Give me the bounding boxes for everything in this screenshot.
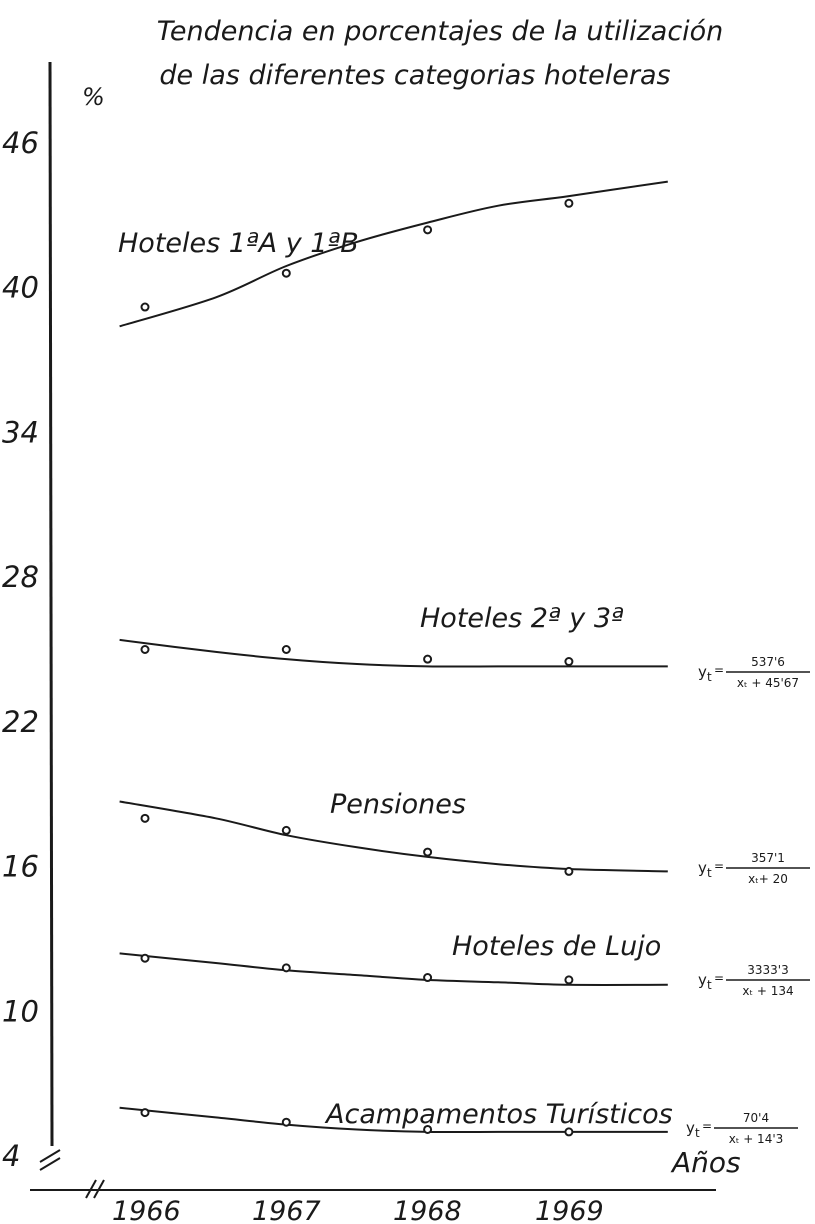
y-unit-label: % [82, 83, 105, 111]
equation-equals: = [714, 971, 724, 985]
chart-title-line-2: de las diferentes categorias hoteleras [159, 60, 670, 91]
series-label: Pensiones [330, 789, 466, 820]
y-tick-label: 22 [2, 705, 39, 739]
equation-numerator: 537'6 [751, 655, 785, 669]
trend-equation: y t = 3333'3 xₜ + 134 [698, 963, 810, 998]
trend-lines [119, 180, 668, 1134]
data-point [564, 198, 574, 208]
equation-lhs: y [698, 663, 707, 681]
equation-equals: = [702, 1119, 712, 1133]
trend-equation: y t = 357'1 xₜ+ 20 [698, 851, 810, 886]
x-tick-label: 1967 [252, 1196, 321, 1224]
data-point [564, 975, 574, 985]
y-tick-label: 16 [2, 850, 39, 884]
data-point [423, 973, 433, 983]
data-point [140, 1108, 150, 1118]
equation-denominator: xₜ+ 20 [748, 872, 788, 886]
data-point [564, 866, 574, 876]
x-axis-break-mark [85, 1179, 105, 1199]
data-point [281, 268, 291, 278]
data-point [140, 645, 150, 654]
y-tick-label: 28 [2, 560, 39, 594]
x-tick-label: 1969 [535, 1196, 604, 1224]
data-point [140, 813, 150, 823]
y-tick-label: 10 [2, 994, 39, 1028]
trend-line-series-1 [119, 180, 668, 328]
series-label: Acampamentos Turísticos [324, 1099, 673, 1130]
trend-equation: y t = 537'6 xₜ + 45'67 [698, 655, 810, 690]
chart-title-line-1: Tendencia en porcentajes de la utilizaci… [157, 16, 724, 47]
equation-subscript: t [707, 866, 712, 880]
equation-denominator: xₜ + 45'67 [737, 676, 799, 690]
y-tick-label: 46 [2, 126, 39, 160]
data-point [423, 1124, 433, 1134]
data-point [140, 953, 150, 963]
equation-numerator: 357'1 [751, 851, 785, 865]
equation-lhs: y [686, 1119, 695, 1137]
equation-subscript: t [707, 670, 712, 684]
series-label: Hoteles 2ª y 3ª [420, 603, 624, 634]
equation-denominator: xₜ + 14'3 [729, 1132, 784, 1146]
data-point [281, 825, 291, 835]
trend-line-series-2 [119, 638, 668, 668]
equation-subscript: t [695, 1126, 700, 1140]
equation-numerator: 3333'3 [747, 963, 788, 977]
equation-denominator: xₜ + 134 [742, 984, 793, 998]
equation-lhs: y [698, 859, 707, 877]
data-point [281, 1117, 291, 1127]
data-point [423, 847, 433, 857]
x-axis-label: Años [670, 1146, 741, 1179]
y-tick-label: 4 [2, 1139, 20, 1173]
x-tick-labels: 1966 1967 1968 1969 [112, 1196, 604, 1224]
y-tick-label: 40 [2, 271, 39, 305]
equation-subscript: t [707, 978, 712, 992]
y-axis-break-mark [39, 1149, 61, 1171]
y-tick-labels: 46 40 34 28 22 16 10 4 [2, 126, 39, 1173]
data-point [564, 1127, 574, 1137]
data-point [423, 225, 433, 235]
trend-equations: y t =537'6xₜ + 45'67y t =357'1xₜ+ 20y t =3333'… [686, 655, 810, 1146]
equation-equals: = [714, 663, 724, 677]
data-point [281, 645, 291, 654]
y-tick-label: 34 [2, 415, 39, 449]
data-point [423, 654, 433, 664]
equation-equals: = [714, 859, 724, 873]
data-point [140, 302, 150, 312]
x-tick-label: 1968 [393, 1196, 462, 1224]
equation-lhs: y [698, 971, 707, 989]
trend-equation: y t = 70'4 xₜ + 14'3 [686, 1111, 798, 1146]
y-axis-line [48, 61, 54, 1147]
series-label: Hoteles de Lujo [452, 931, 661, 962]
x-tick-label: 1966 [112, 1196, 181, 1224]
series-label: Hoteles 1ªA y 1ªB [118, 228, 359, 259]
data-point [281, 963, 291, 973]
trend-line-series-4 [119, 952, 668, 986]
series-labels: Hoteles 1ªA y 1ªB Hoteles 2ª y 3ª Pensione… [118, 228, 673, 1130]
data-point [564, 657, 574, 667]
equation-numerator: 70'4 [743, 1111, 769, 1125]
data-points [140, 198, 574, 1137]
